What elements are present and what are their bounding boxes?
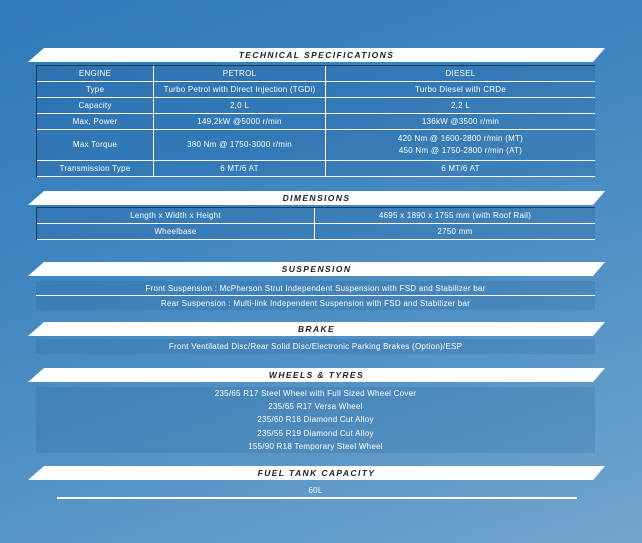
table-row-max-torque: Max Torque 380 Nm @ 1750-3000 r/min 420 … — [37, 130, 595, 161]
petrol-value: 149,2kW @5000 r/min — [154, 114, 326, 129]
table-row-transmission: Transmission Type 6 MT/6 AT 6 MT/6 AT — [37, 161, 595, 177]
wheel-item: 235/60 R18 Diamond Cut Alloy — [257, 415, 374, 425]
section-title: WHEELS & TYRES — [268, 370, 365, 380]
column-header-petrol: PETROL — [154, 66, 326, 81]
section-header-technical-specifications: TECHNICAL SPECIFICATIONS — [28, 48, 605, 62]
row-label: Max, Power — [37, 114, 154, 129]
rear-suspension-text: Rear Suspension : Multi-link Independent… — [160, 298, 471, 308]
diesel-value: 420 Nm @ 1600-2800 r/min (MT) 450 Nm @ 1… — [326, 130, 595, 160]
table-row-lwh: Length x Width x Height 4695 x 1890 x 17… — [37, 208, 595, 224]
wheel-item: 155/90 R18 Temporary Steel Wheel — [248, 441, 383, 451]
brake-text: Front Ventilated Disc/Rear Solid Disc/El… — [168, 342, 463, 351]
table-row-type: Type Turbo Petrol with Direct Injection … — [37, 82, 595, 98]
diesel-torque-at: 450 Nm @ 1750-2800 r/min (AT) — [398, 146, 523, 155]
table-header-row: ENGINE PETROL DIESEL — [37, 66, 595, 82]
wheel-item: 235/65 R17 Versa Wheel — [268, 402, 363, 412]
wheel-item: 235/65 R17 Steel Wheel with Full Sized W… — [214, 389, 417, 399]
column-header-diesel: DIESEL — [445, 68, 476, 78]
diesel-torque-mt: 420 Nm @ 1600-2800 r/min (MT) — [397, 134, 524, 143]
fuel-capacity-value: 60L — [308, 485, 323, 495]
row-value: 2750 mm — [437, 226, 473, 236]
section-title: TECHNICAL SPECIFICATIONS — [238, 50, 395, 60]
column-header-engine: ENGINE — [37, 66, 154, 81]
table-row-max-power: Max, Power 149,2kW @5000 r/min 136kW @35… — [37, 114, 595, 130]
row-label: Type — [37, 82, 154, 97]
row-value: 4695 x 1890 x 1755 mm (with Roof Rail) — [378, 210, 532, 220]
petrol-value: 380 Nm @ 1750-3000 r/min — [154, 130, 326, 160]
petrol-value: Turbo Petrol with Direct Injection (TGDi… — [154, 82, 326, 97]
section-header-fuel-tank-capacity: FUEL TANK CAPACITY — [28, 466, 605, 480]
row-label: Wheelbase — [37, 224, 315, 239]
fuel-underline — [57, 497, 577, 499]
section-title: DIMENSIONS — [282, 193, 351, 203]
section-header-wheels-tyres: WHEELS & TYRES — [28, 368, 605, 382]
front-suspension-text: Front Suspension : McPherson Strut Indep… — [36, 281, 595, 296]
engine-spec-table: ENGINE PETROL DIESEL Type Turbo Petrol w… — [36, 65, 595, 177]
section-title: FUEL TANK CAPACITY — [257, 468, 376, 478]
section-title: SUSPENSION — [281, 264, 352, 274]
row-label: Max Torque — [37, 130, 154, 160]
suspension-block: Front Suspension : McPherson Strut Indep… — [36, 281, 595, 310]
table-row-capacity: Capacity 2,0 L 2,2 L — [37, 98, 595, 114]
row-label: Transmission Type — [37, 161, 154, 176]
diesel-value: 136kW @3500 r/min — [421, 116, 500, 126]
petrol-value: 2,0 L — [154, 98, 326, 113]
petrol-value: 6 MT/6 AT — [154, 161, 326, 176]
row-label: Capacity — [37, 98, 154, 113]
section-title: BRAKE — [297, 324, 336, 334]
wheels-block: 235/65 R17 Steel Wheel with Full Sized W… — [36, 387, 595, 453]
diesel-value: 2,2 L — [450, 100, 471, 110]
section-header-brake: BRAKE — [28, 322, 605, 336]
diesel-value: 6 MT/6 AT — [441, 163, 480, 173]
section-header-suspension: SUSPENSION — [28, 262, 605, 276]
dimensions-table: Length x Width x Height 4695 x 1890 x 17… — [36, 207, 595, 240]
diesel-value: Turbo Diesel with CRDe — [414, 84, 506, 94]
row-label: Length x Width x Height — [37, 208, 315, 223]
wheel-item: 235/55 R19 Diamond Cut Alloy — [257, 428, 374, 438]
table-row-wheelbase: Wheelbase 2750 mm — [37, 224, 595, 240]
brake-block: Front Ventilated Disc/Rear Solid Disc/El… — [36, 339, 595, 354]
section-header-dimensions: DIMENSIONS — [28, 191, 605, 205]
